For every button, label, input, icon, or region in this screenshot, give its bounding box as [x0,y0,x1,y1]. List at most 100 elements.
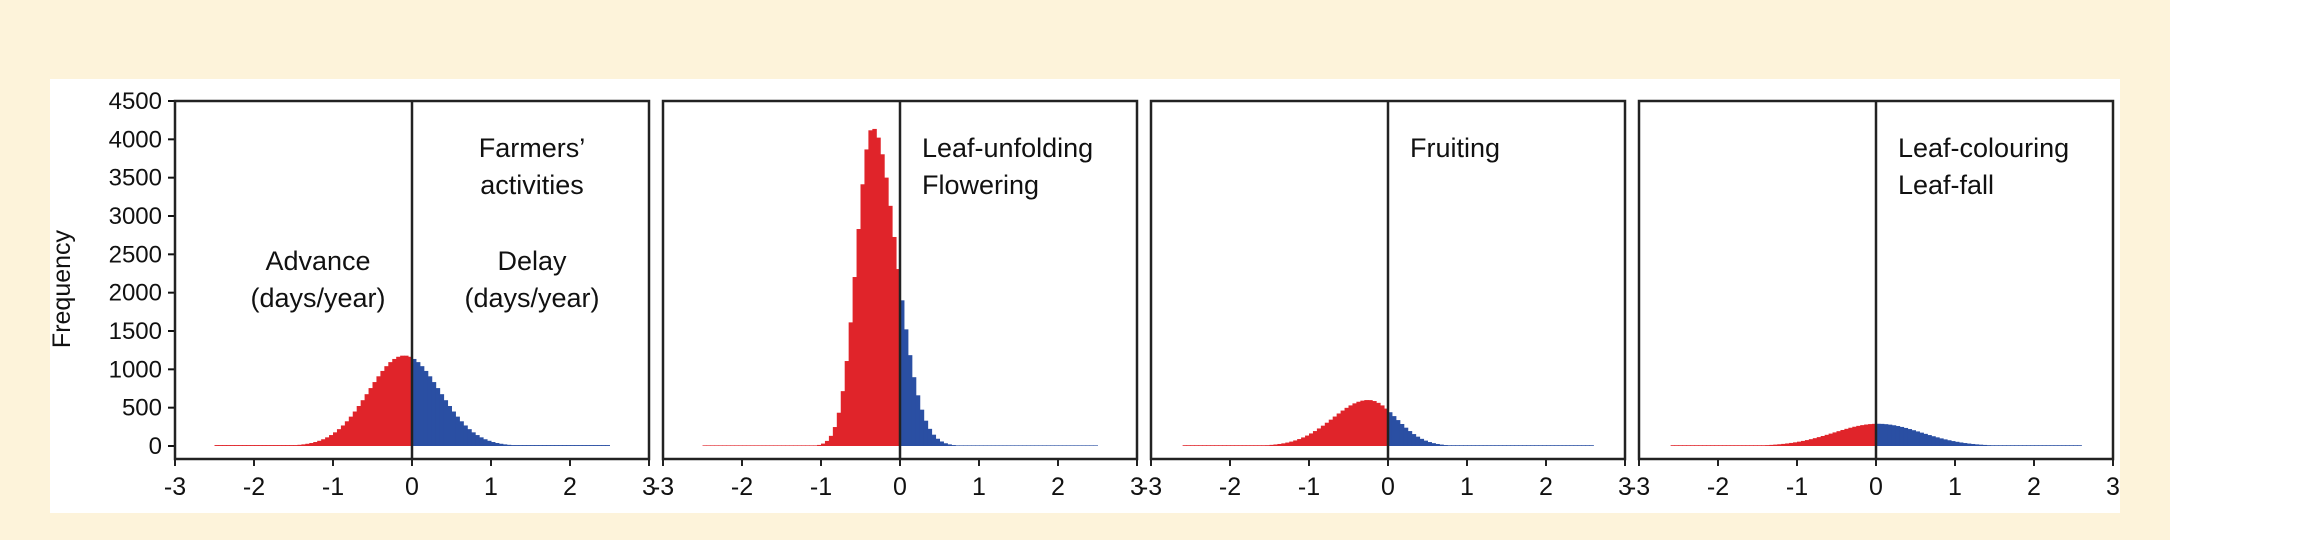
histogram-bar [793,445,798,446]
histogram-bar [1856,425,1861,446]
histogram-bar [1706,445,1711,446]
histogram-bar [1824,434,1830,446]
histogram-bar [2069,445,2074,446]
histogram-bar [1510,445,1515,446]
histogram-bar [380,370,385,446]
panel-label: Leaf-unfolding [922,133,1093,163]
histogram-bar [246,445,251,446]
histogram-bar [757,445,763,446]
histogram-bar [998,445,1004,446]
histogram-bar [2014,445,2019,446]
x-tick-label: -2 [1707,473,1729,501]
histogram-bar [1678,445,1683,446]
histogram-bar [773,445,779,446]
histogram-bar [1860,425,1865,446]
histogram-bar [427,376,433,446]
histogram-bar [459,421,464,446]
histogram-bar [285,445,291,446]
histogram-bar [542,445,547,446]
histogram-bar [1376,402,1381,446]
panel-annotation: (days/year) [464,283,599,313]
histogram-bar [1470,445,1476,446]
histogram-bar [1490,445,1496,446]
x-tick-label: -1 [1786,473,1808,501]
histogram-bar [824,440,830,446]
histogram-bar [1702,445,1707,446]
histogram-bar [1573,445,1579,446]
histogram-bar [1947,440,1952,446]
histogram-bar [534,445,539,446]
histogram-bar [352,411,358,446]
histogram-bar [494,443,500,446]
histogram-bar [313,442,318,446]
histogram-bar [1265,445,1270,446]
histogram-bar [1269,444,1274,446]
histogram-bar [1427,442,1432,446]
histogram-bar [1553,445,1559,446]
histogram-bar [1320,425,1326,446]
x-tick-label: 2 [1539,473,1553,501]
histogram-bar [1526,445,1531,446]
histogram-bar [321,439,326,446]
histogram-bar [1848,427,1853,446]
histogram-bar [566,445,571,446]
histogram-bar [1530,445,1535,446]
histogram-bar [1085,445,1091,446]
histogram-bar [376,376,381,446]
panel-label: Farmers’ [479,133,586,163]
x-tick-label: 3 [1130,473,1144,501]
histogram-bar [1194,445,1199,446]
histogram-bar [1718,445,1723,446]
y-tick-label: 2000 [109,280,162,307]
histogram-bar [1206,445,1211,446]
histogram-bar [1478,445,1484,446]
histogram-bar [273,445,279,446]
histogram-bar [1943,439,1948,446]
histogram-bar [1447,445,1452,446]
histogram-bar [809,445,814,446]
histogram-bar [1069,445,1075,446]
histogram-bar [348,416,354,446]
histogram-bar [238,445,243,446]
histogram-bar [261,445,267,446]
histogram-bar [368,388,373,446]
histogram-bar [1277,443,1282,446]
histogram-bar [868,130,873,446]
histogram-bar [1955,441,1960,446]
histogram-bar [1198,445,1203,446]
histogram-bar [1494,445,1500,446]
histogram-bar [1312,431,1318,446]
histogram-bar [710,445,715,446]
histogram-bar [1301,437,1306,446]
histogram-bar [1065,445,1071,446]
histogram-bar [1741,445,1747,446]
histogram-bar [562,445,567,446]
histogram-bar [1769,444,1774,446]
histogram-bar [927,428,933,446]
histogram-bar [1808,439,1814,446]
histogram-bar [344,421,350,446]
histogram-bar [1797,441,1802,446]
histogram-bar [947,444,952,446]
histogram-bar [1958,442,1964,446]
histogram-bar [2018,445,2023,446]
histogram-bar [769,445,775,446]
histogram-bar [439,394,445,446]
y-tick-label: 500 [122,395,162,422]
histogram-bar [1364,400,1369,446]
histogram-bar [1506,445,1511,446]
histogram-bar [1990,445,1995,446]
x-tick-label: -2 [1219,473,1241,501]
x-tick-label: -1 [1298,473,1320,501]
y-tick-label: 3500 [109,165,162,192]
histogram-bar [1293,440,1298,446]
histogram-bar [1042,445,1047,446]
histogram-bar [372,382,377,446]
histogram-bar [2026,445,2031,446]
histogram-bar [749,445,755,446]
histogram-bar [356,406,362,446]
histogram-bar [765,445,771,446]
x-tick-label: -3 [652,473,674,501]
histogram-bar [1733,445,1739,446]
x-tick-label: 1 [484,473,498,501]
